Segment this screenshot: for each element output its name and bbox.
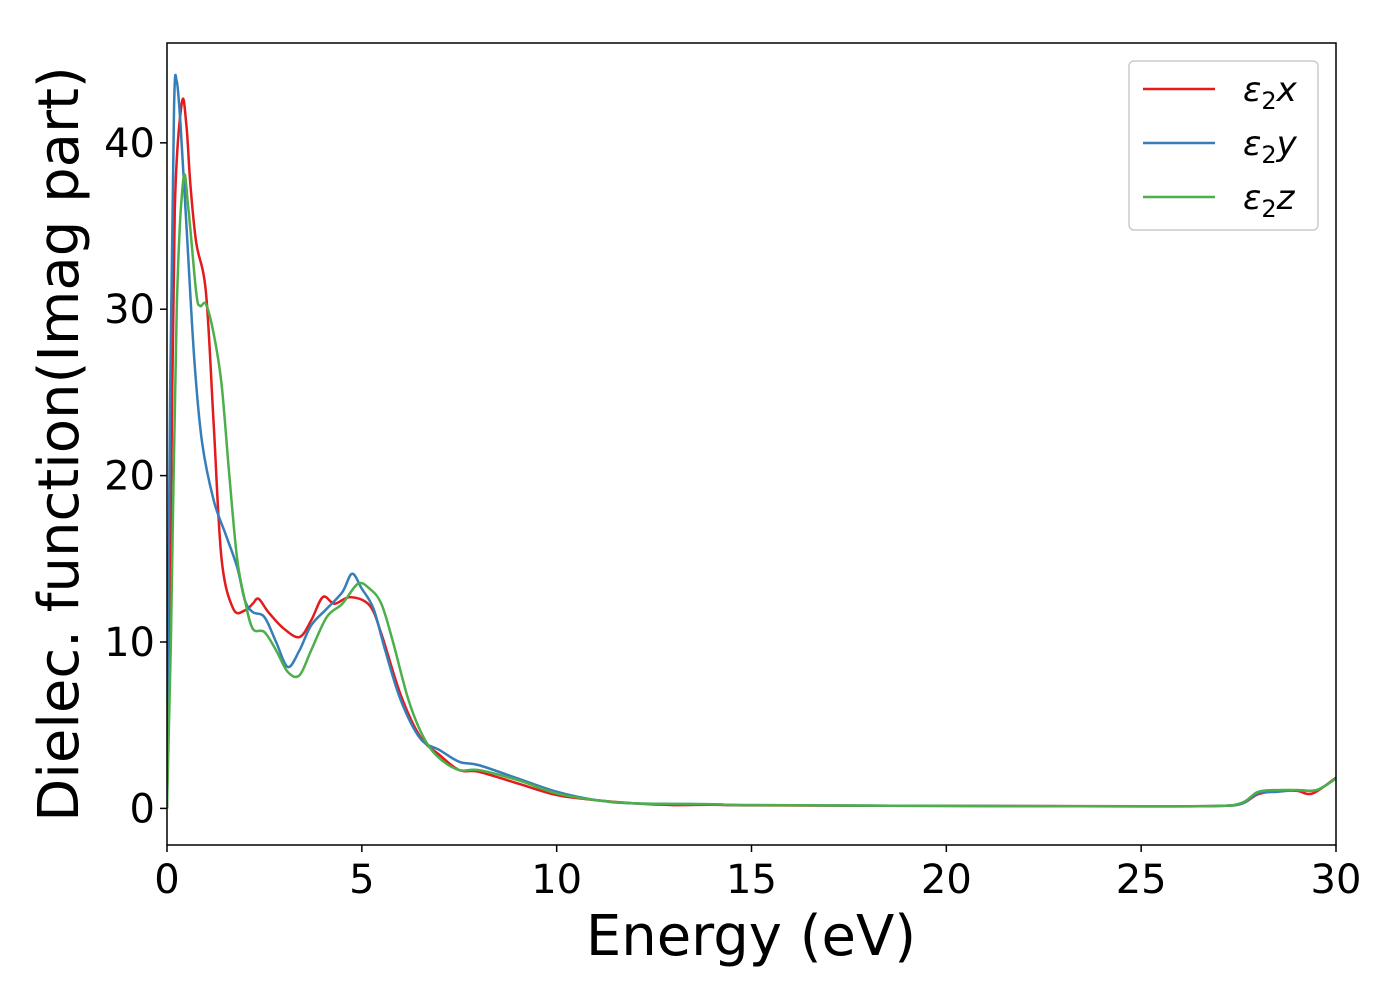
series-line-z bbox=[167, 173, 1336, 809]
x-axis-ticks: 0 5 10 15 20 25 30 bbox=[154, 845, 1361, 903]
x-tick-label: 0 bbox=[154, 857, 179, 903]
legend-label-y: ε2y bbox=[1243, 124, 1298, 169]
x-tick-label: 15 bbox=[726, 857, 777, 903]
legend-label-x: ε2x bbox=[1243, 70, 1298, 115]
y-tick-label: 10 bbox=[104, 620, 155, 666]
legend-items: ε2x ε2y ε2z bbox=[1143, 70, 1298, 223]
y-tick-label: 0 bbox=[130, 786, 155, 832]
y-tick-label: 20 bbox=[104, 454, 155, 500]
x-tick-label: 5 bbox=[349, 857, 374, 903]
x-tick-label: 10 bbox=[531, 857, 582, 903]
y-tick-label: 30 bbox=[104, 287, 155, 333]
legend-label-z: ε2z bbox=[1243, 178, 1296, 223]
x-axis-label: Energy (eV) bbox=[586, 904, 916, 969]
y-axis-ticks: 0 10 20 30 40 bbox=[104, 121, 167, 832]
x-tick-label: 30 bbox=[1311, 857, 1362, 903]
series-layer bbox=[167, 73, 1336, 809]
y-tick-label: 40 bbox=[104, 121, 155, 167]
legend-box bbox=[1128, 60, 1319, 231]
y-axis-label: Dielec. function(Imag part) bbox=[27, 66, 92, 822]
legend: ε2x ε2y ε2z bbox=[1128, 60, 1319, 231]
x-tick-label: 20 bbox=[921, 857, 972, 903]
x-tick-label: 25 bbox=[1116, 857, 1167, 903]
